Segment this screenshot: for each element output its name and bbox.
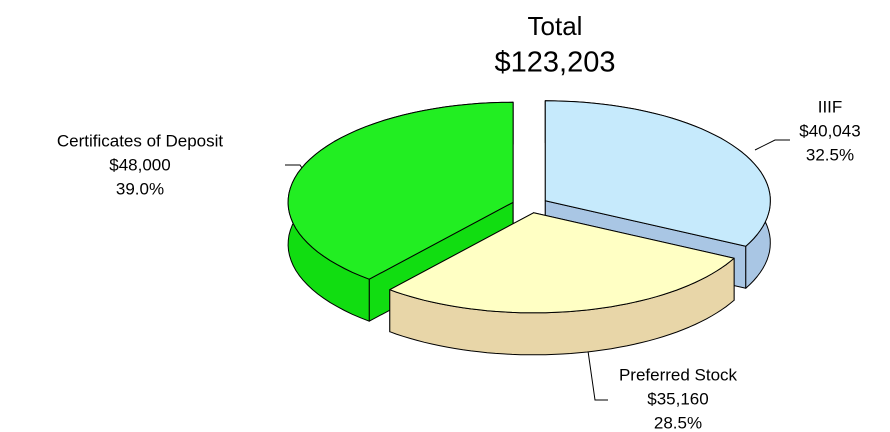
slice <box>544 100 771 247</box>
chart-title: Total <box>528 11 583 41</box>
slice-label: IIIF <box>818 97 843 116</box>
slice <box>287 101 514 280</box>
slice-percent: 28.5% <box>654 413 702 432</box>
slice-label: Preferred Stock <box>619 365 738 384</box>
leader-line <box>754 139 790 151</box>
chart-subtitle: $123,203 <box>495 47 616 79</box>
slice-label: Certificates of Deposit <box>57 131 224 150</box>
slice <box>389 212 735 314</box>
slice-value: $40,043 <box>799 121 860 140</box>
slice-value: $48,000 <box>109 155 170 174</box>
slice-percent: 39.0% <box>116 179 164 198</box>
slice-percent: 32.5% <box>806 145 854 164</box>
slice-value: $35,160 <box>647 389 708 408</box>
leader-line <box>584 329 608 401</box>
